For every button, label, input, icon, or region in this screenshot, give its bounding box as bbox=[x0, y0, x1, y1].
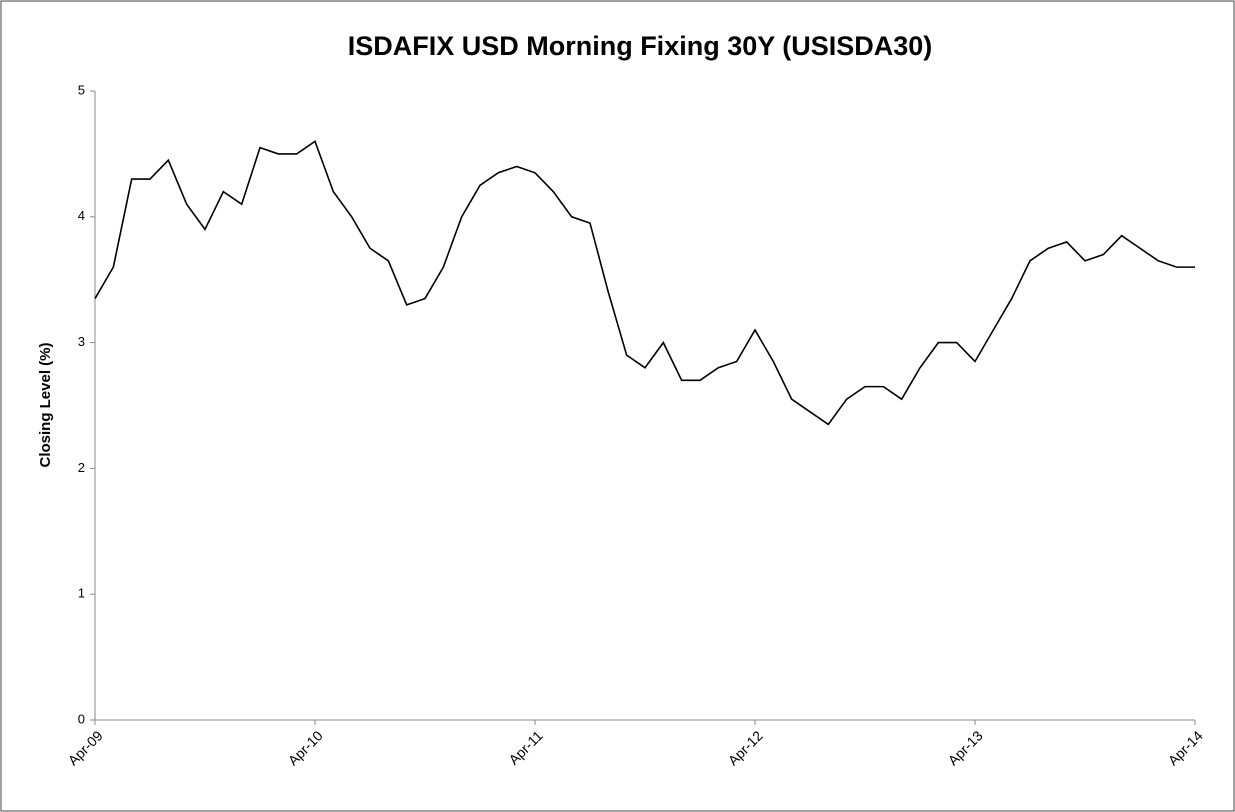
line bbox=[94, 140, 1195, 426]
y-tick-label: 3 bbox=[78, 334, 85, 349]
y-tick-label: 4 bbox=[78, 208, 85, 223]
y-tick-label: 0 bbox=[78, 711, 85, 726]
y-tick-label: 2 bbox=[78, 460, 85, 475]
y-axis-label: Closing Level (%) bbox=[37, 342, 54, 467]
y-tick-label: 5 bbox=[78, 82, 85, 97]
y-tick-label: 1 bbox=[78, 586, 85, 601]
chart-title: ISDAFIX USD Morning Fixing 30Y (USISDA30… bbox=[348, 31, 933, 61]
